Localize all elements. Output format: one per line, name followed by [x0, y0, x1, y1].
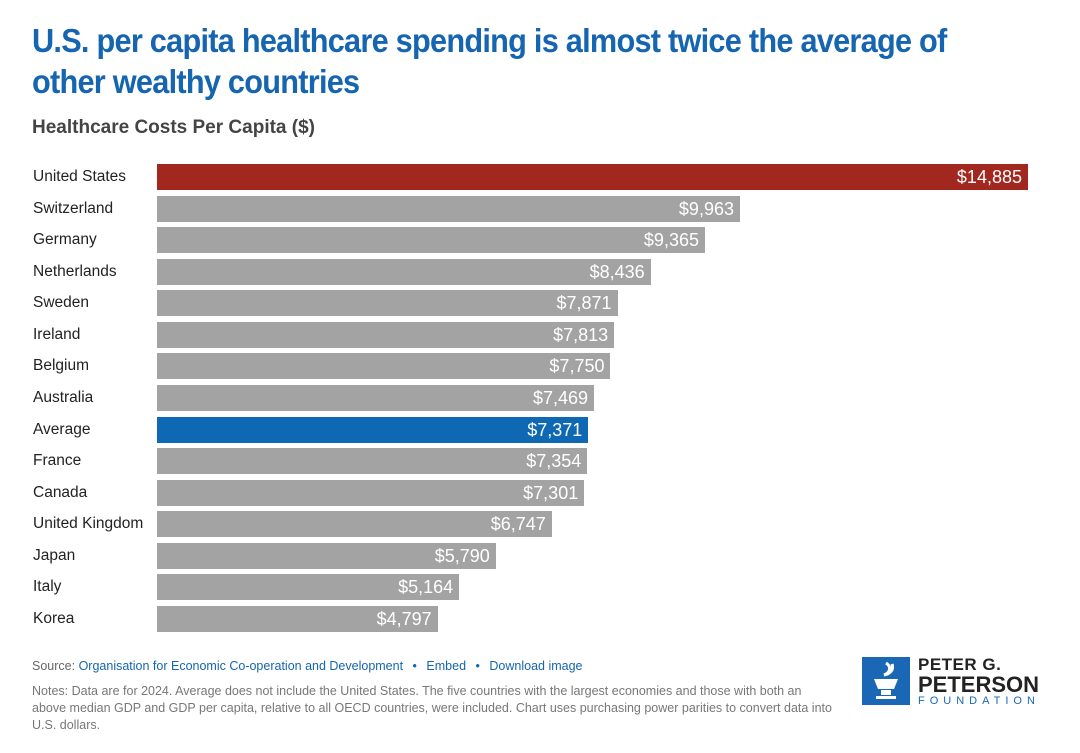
category-label: Sweden [33, 294, 90, 312]
data-label: $7,301 [523, 482, 579, 503]
separator: • [412, 659, 417, 673]
category-label: Average [33, 420, 91, 438]
download-image-link[interactable]: Download image [489, 659, 583, 673]
bar-united-kingdom: $6,747 [157, 511, 552, 538]
embed-link[interactable]: Embed [426, 659, 467, 673]
data-label: $9,365 [643, 230, 699, 251]
category-label: Italy [33, 578, 62, 596]
bar-france: $7,354 [157, 448, 588, 475]
category-label: United Kingdom [33, 515, 144, 533]
data-label: $7,354 [526, 451, 582, 472]
category-label: Australia [33, 388, 94, 406]
separator: • [475, 659, 480, 673]
bar-germany: $9,365 [157, 227, 705, 254]
bar-belgium: $7,750 [157, 353, 611, 380]
data-label: $6,747 [490, 514, 546, 535]
source-line: Source: Organisation for Economic Co-ope… [32, 659, 583, 673]
category-label: Belgium [33, 357, 89, 375]
category-label: Korea [33, 609, 75, 627]
bar-netherlands: $8,436 [157, 258, 651, 285]
data-label: $5,164 [398, 577, 454, 598]
bar-ireland: $7,813 [157, 321, 615, 348]
data-label: $7,750 [549, 356, 605, 377]
bar-average: $7,371 [157, 416, 589, 443]
category-label: Ireland [33, 325, 81, 343]
bar-switzerland: $9,963 [157, 195, 740, 222]
data-label: $5,790 [434, 545, 490, 566]
chart-title: U.S. per capita healthcare spending is a… [32, 22, 947, 100]
category-label: France [33, 452, 82, 470]
source-link[interactable]: Organisation for Economic Co-operation a… [78, 659, 404, 673]
category-label: Germany [33, 231, 97, 249]
data-label: $8,436 [589, 261, 645, 282]
chart-subtitle: Healthcare Costs Per Capita ($) [32, 117, 315, 138]
torch-icon [862, 657, 910, 705]
data-label: $7,469 [532, 387, 589, 408]
bar-australia: $7,469 [157, 384, 595, 411]
bar-sweden: $7,871 [157, 290, 618, 317]
category-label: Switzerland [33, 199, 114, 217]
logo-line2: PETERSON [918, 672, 1040, 697]
data-label: $7,871 [556, 293, 612, 314]
peterson-foundation-logo: PETER G. PETERSON FOUNDATION [862, 655, 1062, 717]
category-label: Netherlands [33, 262, 117, 280]
bar-united-states: $14,885 [157, 164, 1028, 190]
logo-line3: FOUNDATION [918, 695, 1040, 707]
logo-line1: PETER G. [918, 655, 1002, 674]
category-label: United States [33, 168, 127, 185]
data-label: $7,371 [527, 419, 583, 440]
data-label: $7,813 [553, 324, 609, 345]
data-label: $14,885 [956, 167, 1022, 187]
category-label: Canada [33, 483, 88, 501]
bar-japan: $5,790 [157, 542, 496, 569]
data-label: $4,797 [376, 608, 432, 629]
bar-canada: $7,301 [157, 479, 585, 506]
category-label: Japan [33, 546, 76, 564]
bar-italy: $5,164 [157, 574, 460, 601]
chart-notes: Notes: Data are for 2024. Average does n… [32, 684, 832, 732]
source-prefix: Source: [32, 659, 76, 673]
bar-korea: $4,797 [157, 605, 438, 632]
data-label: $9,963 [678, 198, 734, 219]
